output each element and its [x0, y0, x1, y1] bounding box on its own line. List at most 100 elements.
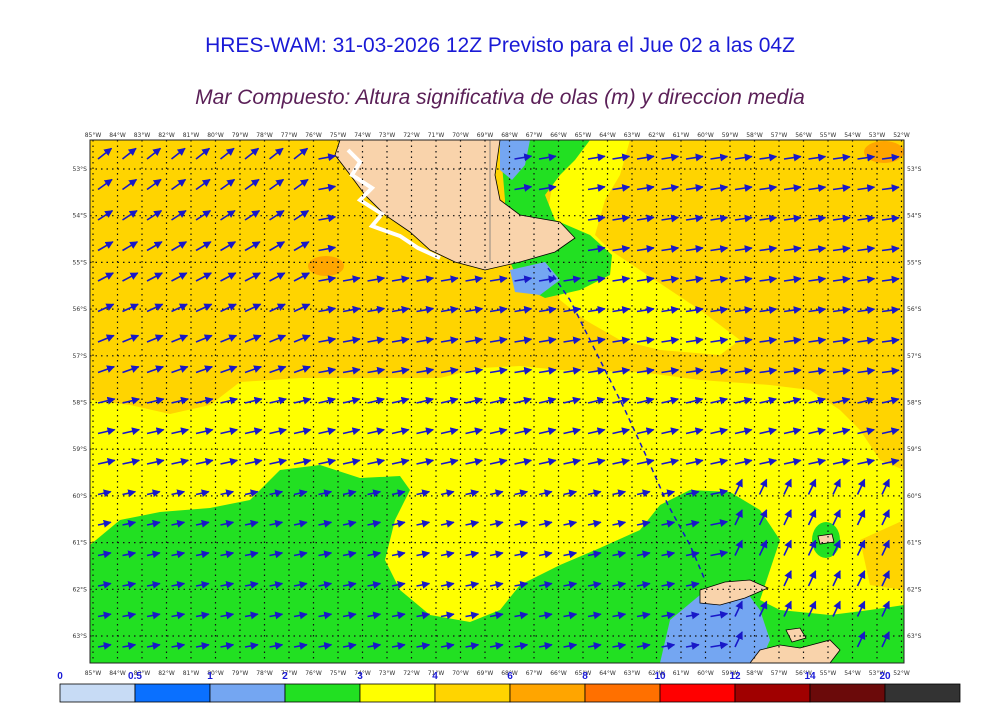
wave-arrow — [391, 642, 406, 650]
wave-arrow — [122, 334, 140, 343]
wave-arrow — [907, 370, 924, 372]
wave-arrow — [367, 611, 382, 620]
wave-arrow — [661, 184, 680, 192]
wave-arrow — [97, 580, 112, 589]
lat-tick-label: 60°S — [907, 493, 922, 500]
wave-arrow — [710, 336, 729, 345]
wave-arrow — [514, 611, 529, 620]
colorbar-swatch — [884, 683, 961, 703]
wave-arrow — [783, 457, 802, 466]
wave-arrow — [367, 305, 386, 314]
wave-arrow — [244, 642, 259, 650]
wave-arrow — [612, 305, 631, 314]
wave-arrow — [734, 245, 753, 253]
colorbar-swatch — [734, 683, 811, 703]
wave-arrow — [318, 183, 337, 192]
wave-arrow — [489, 336, 508, 345]
wave-arrow — [97, 147, 113, 160]
wave-arrow — [293, 303, 311, 313]
wave-arrow — [220, 611, 235, 620]
lon-tick-label: 52°W — [893, 670, 910, 677]
wave-arrow — [587, 366, 606, 375]
wave-arrow — [220, 550, 235, 559]
wave-arrow — [734, 427, 753, 436]
wave-arrow — [122, 519, 137, 528]
wave-arrow — [856, 600, 866, 617]
wave-arrow — [514, 275, 533, 284]
wave-arrow — [416, 366, 435, 375]
wave-arrow — [293, 580, 308, 589]
wave-arrow — [710, 275, 729, 284]
wave-arrow — [661, 275, 680, 284]
wave-arrow — [171, 272, 188, 282]
lat-tick-label: 54°S — [73, 213, 88, 220]
wave-arrow — [587, 153, 606, 162]
wave-arrow — [563, 580, 578, 589]
wave-arrow — [907, 601, 914, 616]
wave-arrow — [146, 178, 162, 191]
wave-arrow — [440, 457, 459, 466]
wave-arrow — [759, 306, 778, 315]
wave-arrow — [587, 275, 606, 284]
wave-arrow — [269, 611, 284, 620]
wave-arrow — [293, 457, 312, 466]
wave-arrow — [244, 178, 260, 191]
wave-arrow — [857, 306, 876, 315]
wave-arrow — [710, 245, 729, 253]
wave-arrow — [612, 153, 631, 162]
wave-arrow — [807, 478, 817, 495]
wave-arrow — [783, 275, 802, 284]
wave-arrow — [587, 642, 602, 650]
land-elephant-isle — [817, 533, 835, 545]
wave-arrow — [563, 427, 582, 436]
lat-tick-label: 62°S — [907, 586, 922, 593]
colorbar-tick-label: 20 — [879, 671, 891, 682]
wave-arrow — [759, 245, 778, 254]
wave-arrow — [612, 580, 627, 589]
wave-arrow — [342, 366, 361, 375]
wave-arrow — [171, 303, 188, 313]
wave-arrow — [220, 303, 237, 313]
wave-arrow — [538, 457, 557, 466]
wave-arrow — [489, 305, 508, 314]
lon-tick-label: 75°W — [330, 132, 347, 139]
wave-arrow — [293, 147, 309, 160]
wave-arrow — [440, 275, 459, 284]
wave-arrow — [146, 209, 163, 221]
wave-arrow — [269, 550, 284, 559]
wave-arrow — [489, 275, 508, 284]
colorbar-swatch — [359, 683, 436, 703]
wave-arrow — [489, 489, 504, 498]
wave-arrow — [685, 489, 700, 498]
wave-arrow — [612, 642, 627, 650]
wave-arrow — [391, 305, 410, 314]
wave-arrow — [857, 214, 876, 223]
lat-tick-label: 55°S — [73, 259, 88, 266]
wave-arrow — [538, 519, 553, 528]
colorbar-swatch — [134, 683, 211, 703]
wave-arrow — [685, 153, 704, 162]
wave-arrow — [146, 550, 161, 559]
wave-arrow — [759, 184, 778, 193]
wave-arrow — [857, 275, 876, 284]
lon-tick-label: 71°W — [428, 670, 445, 677]
colorbar-tick-label: 0.5 — [128, 671, 142, 682]
wave-arrow — [367, 427, 386, 436]
colorbar-tick-label: 6 — [507, 671, 513, 682]
lon-tick-label: 74°W — [354, 132, 371, 139]
wave-arrow — [440, 519, 455, 528]
wave-arrow — [661, 336, 680, 345]
lon-tick-label: 80°W — [207, 670, 224, 677]
lon-tick-label: 76°W — [305, 132, 322, 139]
wave-arrow — [636, 611, 651, 620]
wave-arrow — [587, 396, 606, 405]
lon-tick-label: 79°W — [232, 670, 249, 677]
wave-arrow — [465, 489, 480, 498]
wave-arrow — [367, 550, 382, 559]
wave-arrow — [244, 209, 261, 221]
wave-arrow — [636, 519, 651, 528]
wave-arrow — [122, 489, 137, 498]
wave-arrow — [685, 184, 704, 192]
wave-arrow — [514, 336, 533, 345]
wave-height-field — [90, 140, 924, 663]
